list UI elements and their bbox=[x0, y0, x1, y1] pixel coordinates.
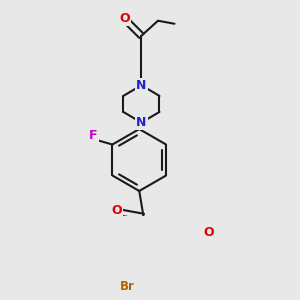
Text: O: O bbox=[119, 12, 130, 25]
Text: N: N bbox=[136, 79, 147, 92]
Text: O: O bbox=[203, 226, 214, 239]
Text: Br: Br bbox=[120, 280, 135, 293]
Text: F: F bbox=[89, 129, 97, 142]
Text: N: N bbox=[136, 116, 147, 129]
Text: O: O bbox=[111, 204, 122, 217]
